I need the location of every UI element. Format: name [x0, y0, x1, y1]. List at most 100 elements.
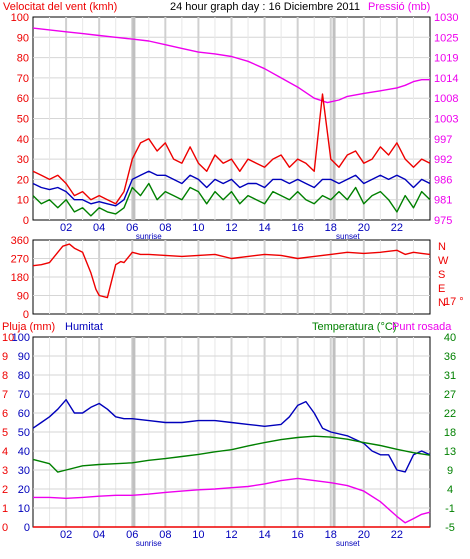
y-tick-label-humidity: 90: [18, 351, 30, 363]
y-tick-label-humidity: 80: [18, 370, 30, 382]
y-tick-label-humidity: 40: [18, 446, 30, 458]
sunset-label: sunset: [336, 232, 360, 241]
x-tick-label: 20: [358, 222, 370, 234]
x-tick-label: 18: [325, 222, 337, 234]
compass-label: S: [438, 269, 445, 281]
y-tick-label-temperature: 22: [444, 408, 456, 420]
pressure-series-line: [32, 27, 430, 104]
x-tick-label: 04: [93, 529, 105, 541]
y-tick-label-pressure: 1014: [434, 73, 458, 85]
y-tick-label-temperature: 36: [444, 351, 456, 363]
humidity-axis-label: Humitat: [65, 321, 103, 333]
x-tick-label: 10: [192, 222, 204, 234]
y-tick-label-wind: 40: [17, 134, 29, 146]
y-tick-label-rain: 5: [2, 427, 8, 439]
wind-series-line: [32, 182, 431, 217]
y-tick-label-pressure: 1003: [434, 114, 458, 126]
x-tick-label: 10: [192, 529, 204, 541]
y-tick-label-humidity: 30: [18, 465, 30, 477]
y-tick-label-rain: 10: [2, 332, 14, 344]
y-tick-label-direction: 360: [11, 235, 29, 247]
y-tick-label-pressure: 1025: [434, 32, 458, 44]
y-tick-label-direction: 0: [23, 309, 29, 321]
chart-title: 24 hour graph day : 16 Diciembre 2011: [170, 1, 360, 13]
y-tick-label-rain: 3: [2, 465, 8, 477]
x-tick-label: 16: [292, 529, 304, 541]
y-tick-label-pressure: 1008: [434, 93, 458, 105]
y-tick-label-humidity: 50: [18, 427, 30, 439]
y-tick-label-wind: 70: [17, 73, 29, 85]
y-tick-label-wind: 50: [17, 114, 29, 126]
wind-series-line: [32, 170, 431, 207]
y-tick-label-direction: 270: [11, 254, 29, 266]
y-tick-label-temperature: 13: [444, 446, 456, 458]
y-tick-label-rain: 7: [2, 389, 8, 401]
y-tick-label-rain: 0: [2, 522, 8, 534]
sunrise-label: sunrise: [136, 539, 162, 548]
wind-series-line: [32, 93, 431, 205]
y-tick-label-rain: 9: [2, 351, 8, 363]
y-tick-label-pressure: 986: [434, 174, 452, 186]
y-tick-label-wind: 90: [17, 32, 29, 44]
y-tick-label-humidity: 20: [18, 484, 30, 496]
y-tick-label-rain: 8: [2, 370, 8, 382]
y-tick-label-direction: 90: [17, 291, 29, 303]
y-tick-label-humidity: 70: [18, 389, 30, 401]
y-tick-label-wind: 60: [17, 93, 29, 105]
dew-point-series-line: [33, 477, 431, 524]
y-tick-label-pressure: 1019: [434, 53, 458, 65]
x-tick-label: 18: [325, 529, 337, 541]
y-tick-label-pressure: 997: [434, 134, 452, 146]
y-tick-label-temperature: -1: [445, 503, 455, 515]
x-tick-label: 16: [292, 222, 304, 234]
x-tick-label: 12: [225, 222, 237, 234]
x-tick-label: 08: [159, 222, 171, 234]
y-tick-label-temperature: -5: [445, 522, 455, 534]
sunset-label: sunset: [336, 539, 360, 548]
y-tick-label-pressure: 992: [434, 154, 452, 166]
y-tick-label-pressure: 1030: [434, 12, 458, 24]
x-tick-label: 14: [258, 529, 270, 541]
x-tick-label: 08: [159, 529, 171, 541]
y-tick-label-rain: 2: [2, 484, 8, 496]
compass-label: E: [438, 283, 445, 295]
y-tick-label-wind: 100: [11, 12, 29, 24]
wind-direction-current-value: 17 °: [444, 296, 464, 308]
x-tick-label: 12: [225, 529, 237, 541]
y-tick-label-wind: 30: [17, 154, 29, 166]
y-tick-label-temperature: 40: [444, 332, 456, 344]
y-tick-label-wind: 0: [23, 215, 29, 227]
x-tick-label: 06: [126, 222, 138, 234]
y-tick-label-temperature: 31: [444, 370, 456, 382]
y-tick-label-humidity: 10: [18, 503, 30, 515]
y-tick-label-temperature: 27: [444, 389, 456, 401]
x-tick-label: 20: [358, 529, 370, 541]
compass-label: N: [438, 297, 446, 309]
x-tick-label: 04: [93, 222, 105, 234]
y-tick-label-temperature: 18: [444, 427, 456, 439]
pressure-axis-label: Pressió (mb): [368, 1, 430, 13]
temperature-axis-label: Temperatura (°C): [312, 321, 396, 333]
x-tick-label: 02: [60, 529, 72, 541]
compass-label: W: [438, 255, 449, 267]
y-tick-label-wind: 80: [17, 53, 29, 65]
y-tick-label-rain: 4: [2, 446, 8, 458]
x-tick-label: 22: [391, 222, 403, 234]
y-tick-label-wind: 10: [17, 195, 29, 207]
x-tick-label: 14: [258, 222, 270, 234]
compass-label: N: [438, 241, 446, 253]
y-tick-label-pressure: 975: [434, 215, 452, 227]
x-tick-label: 22: [391, 529, 403, 541]
rain-axis-label: Pluja (mm): [2, 321, 55, 333]
wind-speed-axis-label: Velocitat del vent (kmh): [3, 1, 117, 13]
y-tick-label-humidity: 0: [24, 522, 30, 534]
sunrise-label: sunrise: [136, 232, 162, 241]
y-tick-label-temperature: 4: [447, 484, 453, 496]
y-tick-label-wind: 20: [17, 174, 29, 186]
y-tick-label-humidity: 100: [12, 332, 30, 344]
y-tick-label-pressure: 981: [434, 195, 452, 207]
y-tick-label-temperature: 9: [447, 465, 453, 477]
humidity-series-line: [32, 399, 431, 473]
